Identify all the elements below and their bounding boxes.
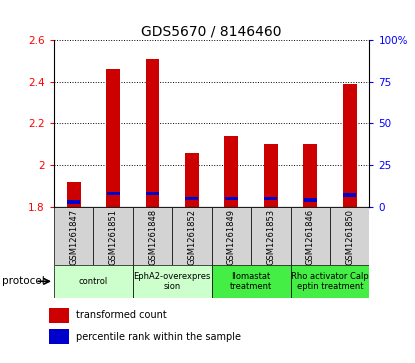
Bar	[67, 182, 81, 207]
Bar	[49, 307, 69, 323]
Bar	[107, 192, 120, 195]
Bar	[225, 197, 238, 200]
Text: EphA2-overexpres
sion: EphA2-overexpres sion	[134, 272, 211, 291]
Bar	[264, 144, 278, 207]
Bar	[146, 192, 159, 195]
Bar	[133, 207, 172, 265]
Bar	[212, 207, 251, 265]
Bar	[343, 84, 356, 207]
Text: GSM1261848: GSM1261848	[148, 209, 157, 265]
Bar	[290, 207, 330, 265]
Text: GSM1261851: GSM1261851	[109, 209, 117, 265]
Text: GSM1261850: GSM1261850	[345, 209, 354, 265]
Bar	[93, 207, 133, 265]
Bar	[290, 265, 369, 298]
Bar	[225, 136, 238, 207]
Bar	[185, 152, 199, 207]
Bar	[212, 265, 290, 298]
Text: transformed count: transformed count	[76, 310, 167, 320]
Text: protocol: protocol	[2, 276, 45, 286]
Bar	[146, 59, 159, 207]
Text: GSM1261846: GSM1261846	[306, 209, 315, 265]
Text: GSM1261852: GSM1261852	[188, 209, 196, 265]
Bar	[264, 197, 277, 200]
Text: percentile rank within the sample: percentile rank within the sample	[76, 331, 241, 342]
Title: GDS5670 / 8146460: GDS5670 / 8146460	[142, 25, 282, 39]
Bar	[343, 193, 356, 197]
Bar	[303, 144, 317, 207]
Bar	[54, 207, 93, 265]
Bar	[304, 198, 317, 202]
Bar	[106, 69, 120, 207]
Text: GSM1261847: GSM1261847	[69, 209, 78, 265]
Bar	[330, 207, 369, 265]
Bar	[54, 265, 133, 298]
Text: Rho activator Calp
eptin treatment: Rho activator Calp eptin treatment	[291, 272, 369, 291]
Text: Ilomastat
treatment: Ilomastat treatment	[230, 272, 272, 291]
Bar	[67, 200, 80, 204]
Text: GSM1261849: GSM1261849	[227, 209, 236, 265]
Bar	[49, 329, 69, 344]
Bar	[251, 207, 290, 265]
Text: control: control	[79, 277, 108, 286]
Text: GSM1261853: GSM1261853	[266, 209, 275, 265]
Bar	[172, 207, 212, 265]
Bar	[133, 265, 212, 298]
Bar	[186, 197, 198, 200]
